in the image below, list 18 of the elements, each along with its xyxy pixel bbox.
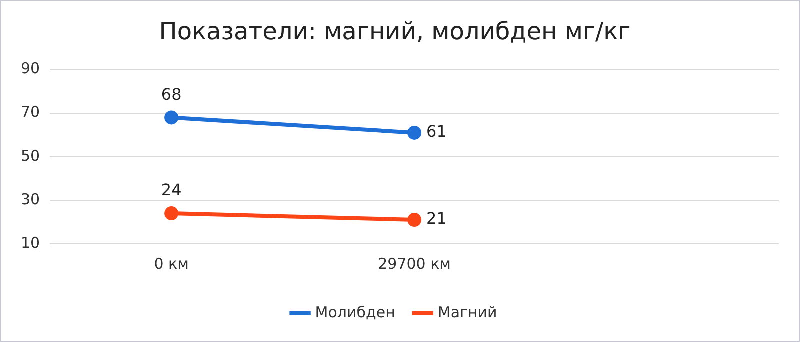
x-tick-label: 29700 км (378, 254, 451, 273)
data-label: 24 (161, 180, 182, 200)
y-tick-label: 90 (20, 60, 40, 78)
y-tick-label: 30 (20, 190, 40, 208)
point (164, 110, 179, 125)
legend-label: Молибден (315, 303, 396, 322)
data-label: 21 (426, 209, 447, 228)
y-tick-label: 10 (20, 234, 40, 252)
point (408, 126, 422, 140)
point (408, 213, 422, 228)
x-tick-label: 0 км (154, 254, 189, 273)
point (164, 206, 179, 221)
y-tick-label: 70 (20, 103, 40, 122)
legend-label: Магний (438, 303, 498, 322)
y-tick-label: 50 (20, 146, 40, 165)
data-label: 68 (161, 84, 182, 104)
chart-title: Показатели: магний, молибден мг/кг (159, 18, 631, 46)
data-label: 61 (426, 122, 447, 142)
